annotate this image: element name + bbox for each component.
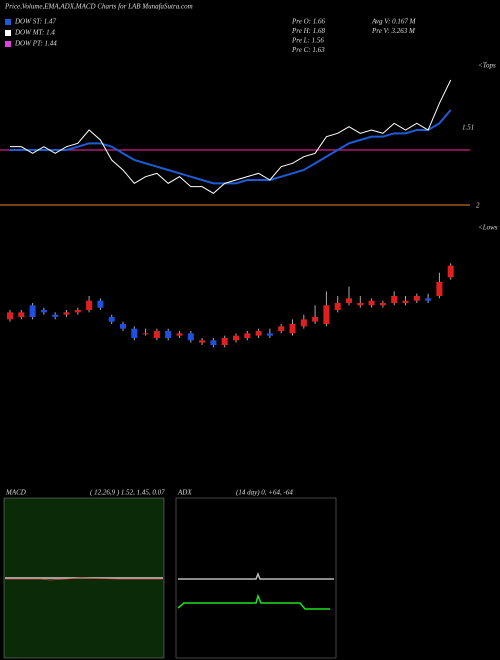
candle-body	[233, 335, 239, 341]
annotation: <Tops	[478, 62, 496, 70]
candle-body	[447, 265, 454, 278]
candle-body	[300, 319, 307, 327]
candle-body	[436, 282, 443, 296]
candle-body	[7, 312, 13, 320]
price-line	[10, 79, 452, 194]
candle-body	[142, 333, 149, 335]
candle-body	[187, 333, 194, 341]
candle-body	[74, 310, 81, 313]
candle-body	[278, 326, 285, 331]
candle-body	[255, 331, 262, 336]
candle-body	[391, 296, 398, 303]
candle-body	[379, 303, 386, 306]
info-text: Pre H: 1.68	[291, 27, 325, 35]
legend-label: DOW ST: 1.47	[14, 18, 57, 26]
candle-body	[131, 328, 138, 338]
candle-body	[97, 300, 104, 308]
macd-signal	[5, 577, 163, 581]
candle-body	[402, 300, 409, 303]
chart-title: Price,Volume,EMA,ADX,MACD Charts for LAB…	[4, 3, 193, 11]
candle-body	[425, 298, 432, 301]
candle-body	[86, 300, 93, 310]
candle-body	[210, 340, 217, 345]
annotation: 1.51	[462, 124, 474, 132]
ema-line	[10, 109, 452, 185]
candle-body	[289, 324, 296, 334]
info-text: Pre O: 1.66	[291, 18, 325, 26]
candle-body	[108, 317, 115, 322]
adx-line	[178, 571, 334, 580]
legend-swatch	[5, 19, 11, 25]
candle-body	[176, 333, 183, 336]
info-text: Pre L: 1.56	[291, 37, 324, 45]
candle-body	[18, 312, 25, 317]
candle-body	[63, 312, 70, 315]
info-text: Avg V: 0.167 M	[371, 18, 417, 26]
info-text: Pre V: 3.263 M	[371, 27, 416, 35]
candle-body	[221, 338, 228, 345]
legend-swatch	[5, 41, 11, 47]
legend-label: DOW PT: 1.44	[14, 40, 57, 48]
candle-body	[323, 305, 330, 324]
candle-body	[40, 310, 47, 313]
info-text: Pre C: 1.63	[291, 46, 325, 54]
annotation: 2	[476, 202, 480, 210]
legend-label: DOW MT: 1.4	[14, 29, 55, 37]
macd-params: ( 12,26,9 ) 1.52, 1.45, 0.07	[90, 489, 165, 497]
candle-body	[357, 303, 364, 306]
macd-title: MACD	[5, 489, 26, 497]
adx-params: (14 day) 0, +64, -64	[236, 489, 293, 497]
candle-body	[199, 340, 206, 343]
di-line	[177, 593, 330, 610]
candle-body	[334, 303, 341, 310]
candle-body	[413, 296, 420, 301]
legend-swatch	[5, 30, 11, 36]
candle-body	[29, 305, 36, 317]
candle-body	[153, 331, 160, 338]
candle-body	[120, 324, 126, 329]
annotation: <Lows	[478, 224, 498, 232]
candle-body	[165, 331, 172, 338]
candle-body	[312, 317, 319, 322]
candle-body	[368, 300, 375, 306]
candle-body	[52, 314, 59, 317]
candle-body	[266, 333, 273, 336]
candle-body	[244, 333, 251, 338]
candle-body	[346, 298, 352, 303]
adx-title: ADX	[177, 489, 192, 497]
